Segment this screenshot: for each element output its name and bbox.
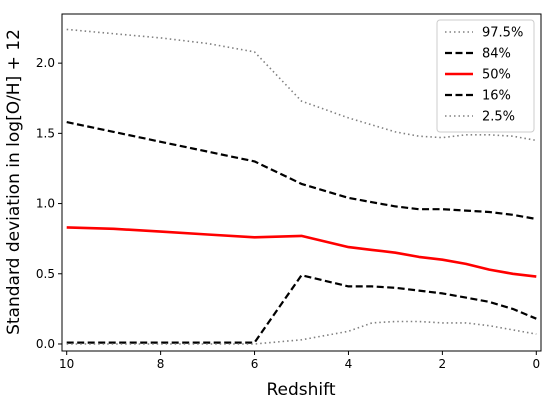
y-axis-ticks: 0.0 0.5 1.0 1.5 2.0: [36, 56, 62, 351]
y-tick-label: 1.5: [36, 126, 55, 140]
x-tick-label: 6: [251, 357, 259, 371]
legend-label-50pct: 50%: [482, 68, 511, 83]
x-tick-label: 4: [345, 357, 353, 371]
plot-frame: [61, 13, 542, 352]
x-tick-label: 10: [59, 357, 74, 371]
y-tick-label: 0.0: [36, 337, 55, 351]
series-line-16pct: [66, 274, 537, 344]
legend-label-97-5pct: 97.5%: [482, 26, 523, 41]
y-axis-label: Standard deviation in log[O/H] + 12: [4, 29, 24, 335]
series-line-84pct: [66, 121, 537, 221]
x-tick-label: 8: [157, 357, 165, 371]
y-tick-label: 2.0: [36, 56, 55, 70]
x-tick-label: 0: [532, 357, 540, 371]
x-axis-ticks: 10 8 6 4 2 0: [59, 351, 540, 371]
legend-box: [436, 19, 535, 133]
legend: 97.5% 84% 50% 16% 2.5%: [436, 19, 535, 133]
x-tick-label: 2: [439, 357, 447, 371]
y-tick-label: 0.5: [36, 267, 55, 281]
series-line-2-5pct: [66, 320, 537, 345]
series-lines: [66, 28, 537, 345]
series-line-50pct: [66, 226, 537, 278]
legend-label-2-5pct: 2.5%: [482, 110, 515, 125]
x-axis-label: Redshift: [266, 380, 335, 400]
y-tick-label: 1.0: [36, 197, 55, 211]
legend-label-84pct: 84%: [482, 47, 511, 62]
legend-label-16pct: 16%: [482, 89, 511, 104]
